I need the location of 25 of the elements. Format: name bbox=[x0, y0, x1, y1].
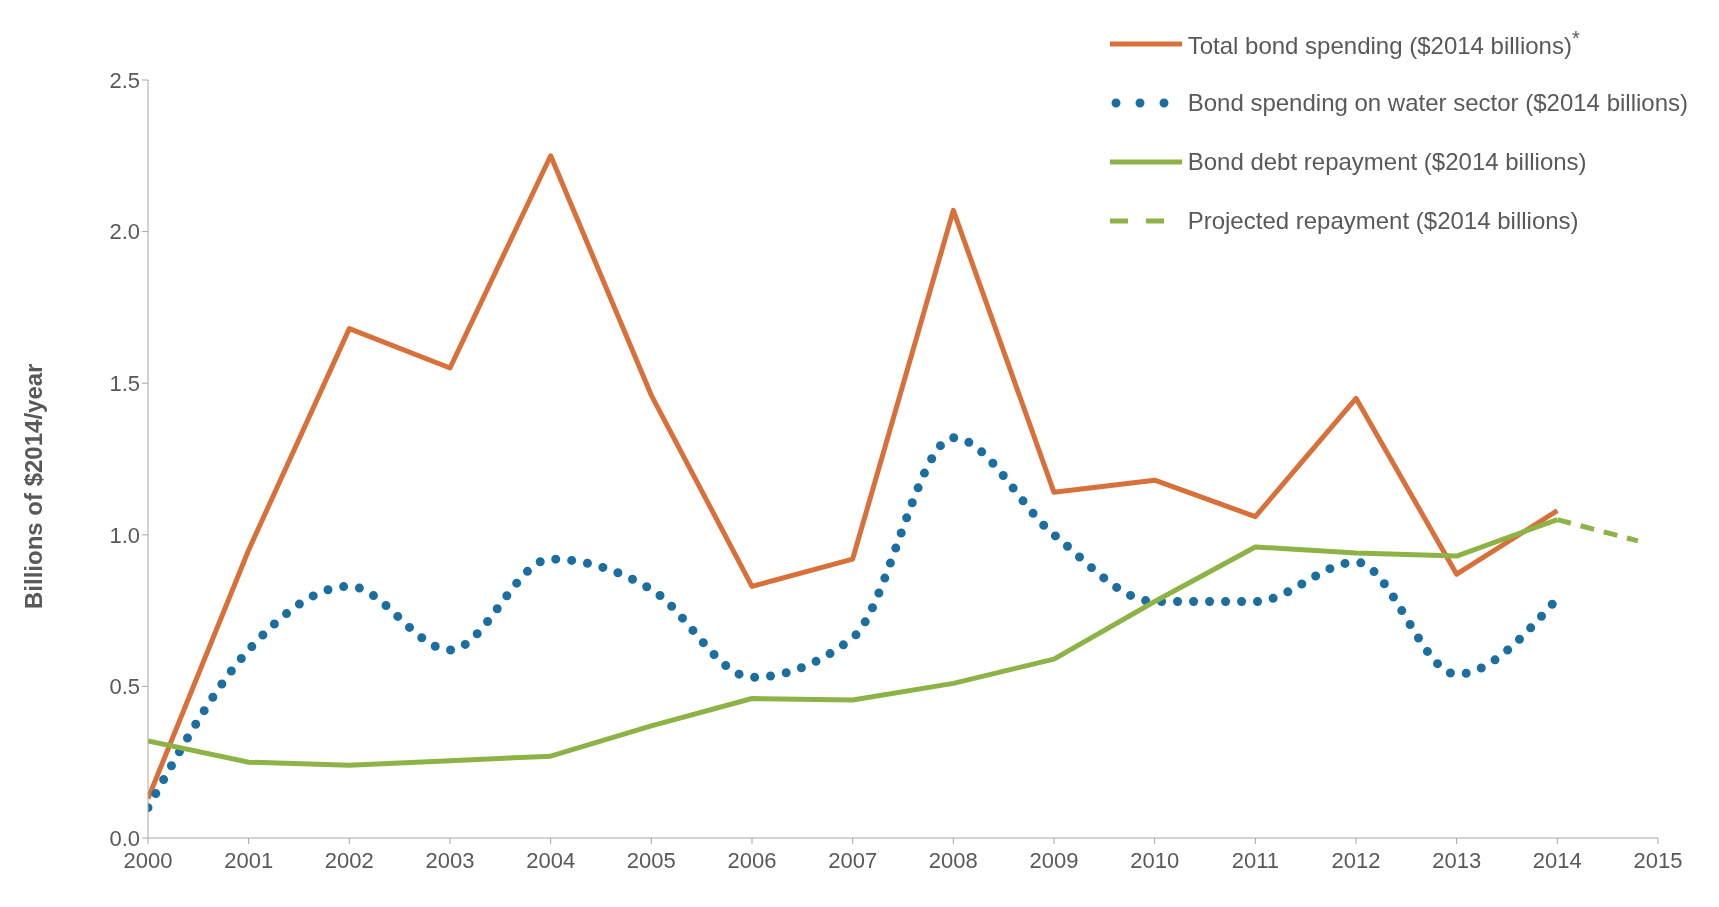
x-tick-label: 2011 bbox=[1231, 847, 1279, 873]
legend-label: Projected repayment ($2014 billions) bbox=[1187, 206, 1579, 234]
y-tick-label: 2.0 bbox=[109, 219, 140, 245]
y-tick-label: 2.5 bbox=[109, 67, 140, 93]
x-tick-label: 2005 bbox=[626, 847, 676, 873]
x-tick-label: 2002 bbox=[324, 847, 374, 873]
y-tick-label: 0.5 bbox=[109, 674, 140, 700]
x-tick-label: 2009 bbox=[1029, 847, 1079, 873]
x-tick-label: 2001 bbox=[224, 847, 274, 873]
x-tick-label: 2013 bbox=[1432, 847, 1482, 873]
x-tick-label: 2003 bbox=[425, 847, 475, 873]
y-tick-label: 1.0 bbox=[109, 522, 140, 548]
x-tick-label: 2007 bbox=[828, 847, 878, 873]
y-tick-label: 1.5 bbox=[109, 371, 140, 397]
x-tick-label: 2014 bbox=[1532, 847, 1582, 873]
x-tick-label: 2006 bbox=[727, 847, 777, 873]
x-tick-label: 2004 bbox=[526, 847, 576, 873]
legend-label: Bond spending on water sector ($2014 billions) bbox=[1187, 88, 1688, 116]
y-axis-title: Billions of $2014/year bbox=[19, 363, 47, 609]
x-tick-label: 2008 bbox=[928, 847, 978, 873]
x-tick-label: 2015 bbox=[1633, 847, 1683, 873]
legend-label: Total bond spending ($2014 billions)$^{*}$ bbox=[1187, 27, 1580, 59]
x-tick-label: 2010 bbox=[1130, 847, 1180, 873]
legend-label: Bond debt repayment ($2014 billions) bbox=[1187, 147, 1587, 175]
x-tick-label: 2012 bbox=[1331, 847, 1381, 873]
